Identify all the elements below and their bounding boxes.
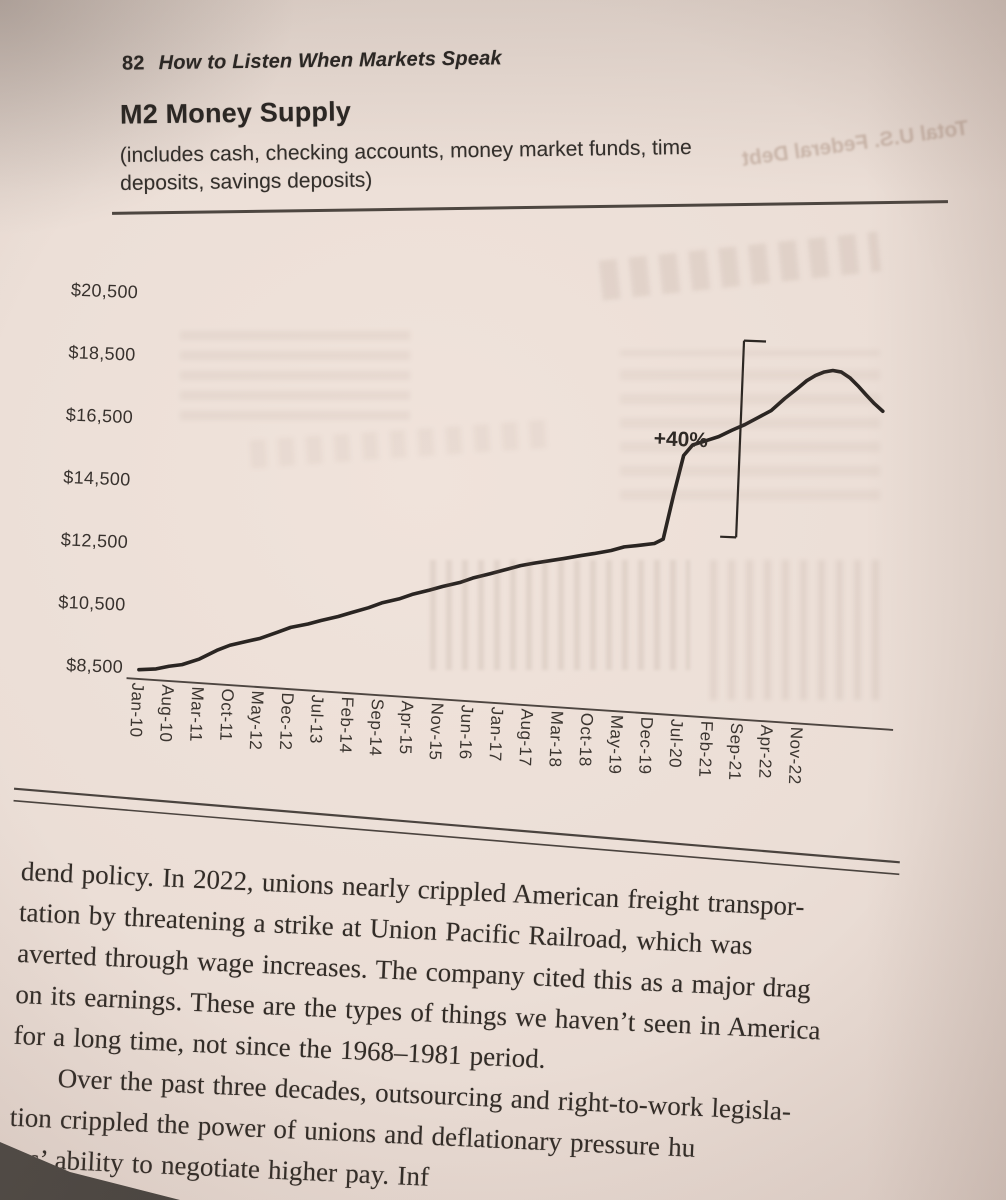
x-axis-label: Mar-11 (186, 686, 207, 742)
x-axis-label: Jan-10 (126, 682, 147, 738)
m2-line (137, 368, 885, 672)
bottom-rule-lower (13, 799, 900, 876)
x-axis-label: Apr-15 (396, 700, 417, 755)
chart-subtitle: (includes cash, checking accounts, money… (120, 134, 693, 198)
y-axis-label: $8,500 (66, 655, 124, 677)
bracket-top-cap (743, 339, 767, 343)
x-axis-label: Sep-21 (725, 722, 746, 781)
chart-title: M2 Money Supply (119, 96, 352, 130)
y-axis-label: $10,500 (58, 592, 126, 615)
y-axis-label: $12,500 (61, 529, 129, 552)
bottom-rule-upper (13, 787, 900, 864)
x-axis-line (126, 677, 894, 731)
x-axis-label: Feb-21 (695, 720, 716, 778)
book-title: How to Listen When Markets Speak (158, 47, 502, 75)
x-axis-label: Nov-15 (426, 702, 447, 761)
x-axis-label: Aug-17 (515, 708, 536, 767)
x-axis-label: Jul-20 (665, 718, 686, 768)
bracket-bottom-cap (720, 535, 737, 539)
pct-annotation: +40% (653, 427, 709, 452)
y-axis-label: $20,500 (71, 280, 139, 303)
x-axis-label: Aug-10 (156, 684, 177, 743)
y-axis-label: $18,500 (68, 342, 136, 365)
x-axis-label: Dec-19 (635, 716, 656, 775)
y-axis-label: $14,500 (63, 467, 131, 490)
x-axis-label: Jan-17 (486, 706, 507, 762)
x-axis-label: Oct-11 (216, 688, 237, 741)
x-axis-label: Jul-13 (306, 694, 327, 744)
x-axis-label: Sep-14 (366, 698, 387, 757)
x-axis-label: May-12 (246, 690, 267, 750)
x-axis-label: Nov-22 (785, 726, 806, 785)
x-axis-label: Mar-18 (545, 710, 566, 768)
x-axis-label: Feb-14 (336, 696, 357, 754)
body-paragraphs: dend policy. In 2022, unions nearly crip… (0, 850, 1006, 1200)
y-axis-label: $16,500 (66, 404, 134, 427)
x-axis-label: May-19 (605, 714, 626, 774)
x-axis-label: Dec-12 (276, 692, 297, 751)
x-axis-label: Oct-18 (575, 712, 596, 767)
x-axis-label: Jun-16 (456, 704, 477, 760)
page-number: 82 (121, 52, 145, 75)
x-axis-label: Apr-22 (755, 724, 776, 779)
bracket-vertical (735, 340, 746, 538)
m2-line-chart: $20,500 $18,500 $16,500 $14,500 $12,500 $10,5… (13, 280, 900, 876)
